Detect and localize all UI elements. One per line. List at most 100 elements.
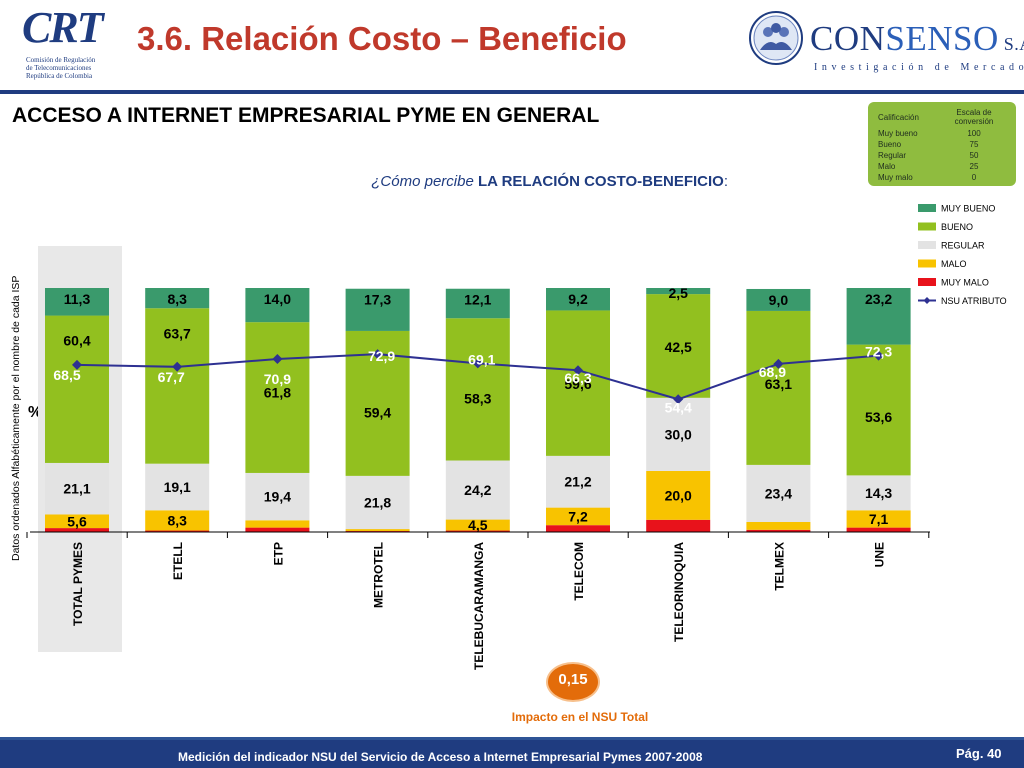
category-label: TELEORINOQUIA	[672, 542, 686, 642]
crt-logo-subtitle: Comisión de Regulación de Telecomunicaci…	[26, 56, 136, 80]
nsu-marker	[873, 350, 884, 361]
bar-segment-malo	[445, 519, 510, 531]
data-label-regular: 19,1	[164, 479, 191, 495]
bar-segment-muy-bueno	[445, 288, 510, 319]
impact-label: Impacto en el NSU Total	[511, 710, 649, 724]
nsu-value-label: 72,3	[865, 344, 892, 360]
data-label-bueno: 63,1	[765, 376, 792, 392]
data-label-muy-bueno: 12,1	[464, 292, 491, 308]
bar-segment-malo	[245, 520, 310, 528]
scale-row-value: 75	[969, 140, 979, 149]
consenso-name-a: CON	[810, 19, 886, 58]
bar-segment-regular	[546, 455, 610, 508]
scale-row-value: 25	[969, 162, 979, 171]
bar-segment-bueno	[245, 322, 310, 473]
data-label-bueno: 63,7	[164, 325, 191, 341]
header-bar	[0, 0, 1024, 92]
data-label-regular: 23,4	[765, 485, 792, 501]
category-label: TOTAL PYMES	[71, 542, 85, 626]
category-label: TELEBUCARAMANGA	[472, 542, 486, 670]
bar-segment-malo	[546, 507, 610, 526]
nsu-marker	[773, 358, 784, 369]
legend-swatch	[918, 241, 936, 249]
scale-row: Malo 25	[878, 161, 1006, 172]
nsu-marker	[72, 359, 82, 370]
consenso-name: CONSENSO S.A.	[810, 20, 1024, 63]
data-label-regular: 30,0	[665, 426, 692, 442]
header-rule	[0, 90, 1024, 94]
data-label-regular: 21,1	[63, 481, 90, 497]
question-text: ¿Cómo percibe LA RELACIÓN COSTO-BENEFICI…	[0, 173, 1000, 190]
legend-label: NSU ATRIBUTO	[941, 296, 1007, 306]
crt-logo: CRT Comisión de Regulación de Telecomuni…	[22, 6, 118, 86]
data-label-regular: 24,2	[464, 482, 491, 498]
impact-value: 0,15	[558, 671, 588, 688]
nsu-value-label: 69,1	[468, 351, 495, 367]
bar-segment-muy-malo	[646, 519, 711, 532]
bar-segment-regular	[445, 460, 510, 520]
bar-segment-regular	[746, 464, 811, 522]
bar-segment-malo	[646, 471, 711, 520]
scale-row-label: Muy bueno	[878, 129, 918, 138]
bar-segment-muy-bueno	[345, 288, 410, 331]
legend-label: MALO	[941, 259, 967, 269]
scale-row: Muy malo 0	[878, 172, 1006, 183]
scale-row-value: 100	[967, 129, 981, 138]
footer-bar	[0, 737, 1024, 768]
data-label-bueno: 59,6	[564, 376, 591, 392]
consenso-globe-icon	[749, 11, 803, 65]
scale-row-value: 0	[971, 173, 977, 182]
bar-segment-regular	[145, 463, 210, 511]
legend-swatch	[918, 204, 936, 212]
nsu-marker	[172, 361, 183, 372]
scale-table-frame	[868, 102, 1016, 186]
bar-segment-bueno	[546, 310, 610, 456]
consenso-suffix: S.A.	[1003, 34, 1024, 54]
impact-badge	[546, 662, 600, 702]
bar-segment-regular	[245, 472, 310, 521]
scale-row-value: 50	[969, 151, 979, 160]
legend-label: MUY BUENO	[941, 204, 995, 214]
bar-segment-muy-bueno	[145, 288, 210, 309]
scale-row-label: Malo	[878, 162, 896, 171]
nsu-marker	[673, 394, 684, 405]
stacked-bar-chart: 11,3 60,4 21,1 5,6 8,3 63,7 19,1 8,3 14,0 61,8 19,…	[26, 204, 1007, 670]
nsu-value-label: 54,4	[665, 399, 692, 415]
bar-segment-malo	[45, 514, 109, 529]
scale-row-label: Bueno	[878, 140, 902, 149]
legend-swatch	[918, 278, 936, 286]
bar-segment-muy-bueno	[646, 288, 711, 295]
data-label-bueno: 58,3	[464, 390, 491, 406]
bar-segment-muy-malo	[546, 525, 610, 532]
scale-col1-header: Calificación	[878, 112, 919, 122]
bar-segment-muy-bueno	[45, 288, 109, 316]
bar-segment-muy-malo	[245, 527, 310, 532]
bar-segment-bueno	[145, 308, 210, 464]
data-label-muy-bueno: 8,3	[167, 291, 187, 307]
data-label-malo: 20,0	[665, 487, 692, 503]
crt-logo-mark: CRT	[22, 3, 104, 52]
data-label-bueno: 59,4	[364, 404, 391, 420]
scale-row: Bueno 75	[878, 139, 1006, 150]
data-label-bueno: 42,5	[665, 339, 692, 355]
category-label: ETP	[271, 542, 285, 565]
nsu-marker	[573, 365, 583, 376]
data-label-muy-bueno: 9,2	[568, 291, 588, 307]
scale-row-label: Regular	[878, 151, 907, 160]
bar-segment-bueno	[445, 318, 510, 461]
data-label-bueno: 53,6	[865, 409, 892, 425]
category-label: UNE	[873, 542, 887, 567]
category-label: TELMEX	[772, 542, 786, 591]
bar-segment-muy-malo	[145, 530, 210, 532]
section-title: ACCESO A INTERNET EMPRESARIAL PYME EN GE…	[12, 104, 600, 127]
bar-segment-malo	[846, 510, 911, 528]
footer-text: Medición del indicador NSU del Servicio …	[178, 750, 703, 764]
question-bold: LA RELACIÓN COSTO-BENEFICIO	[477, 173, 724, 190]
data-label-muy-bueno: 14,0	[264, 291, 291, 307]
data-label-regular: 19,4	[264, 489, 291, 505]
crt-sub-line: República de Colombia	[26, 72, 93, 80]
data-label-muy-bueno: 2,5	[668, 285, 688, 301]
slide-title: 3.6. Relación Costo – Beneficio	[137, 20, 627, 57]
scale-row-label: Muy malo	[878, 173, 913, 182]
bar-segment-muy-bueno	[546, 288, 610, 311]
